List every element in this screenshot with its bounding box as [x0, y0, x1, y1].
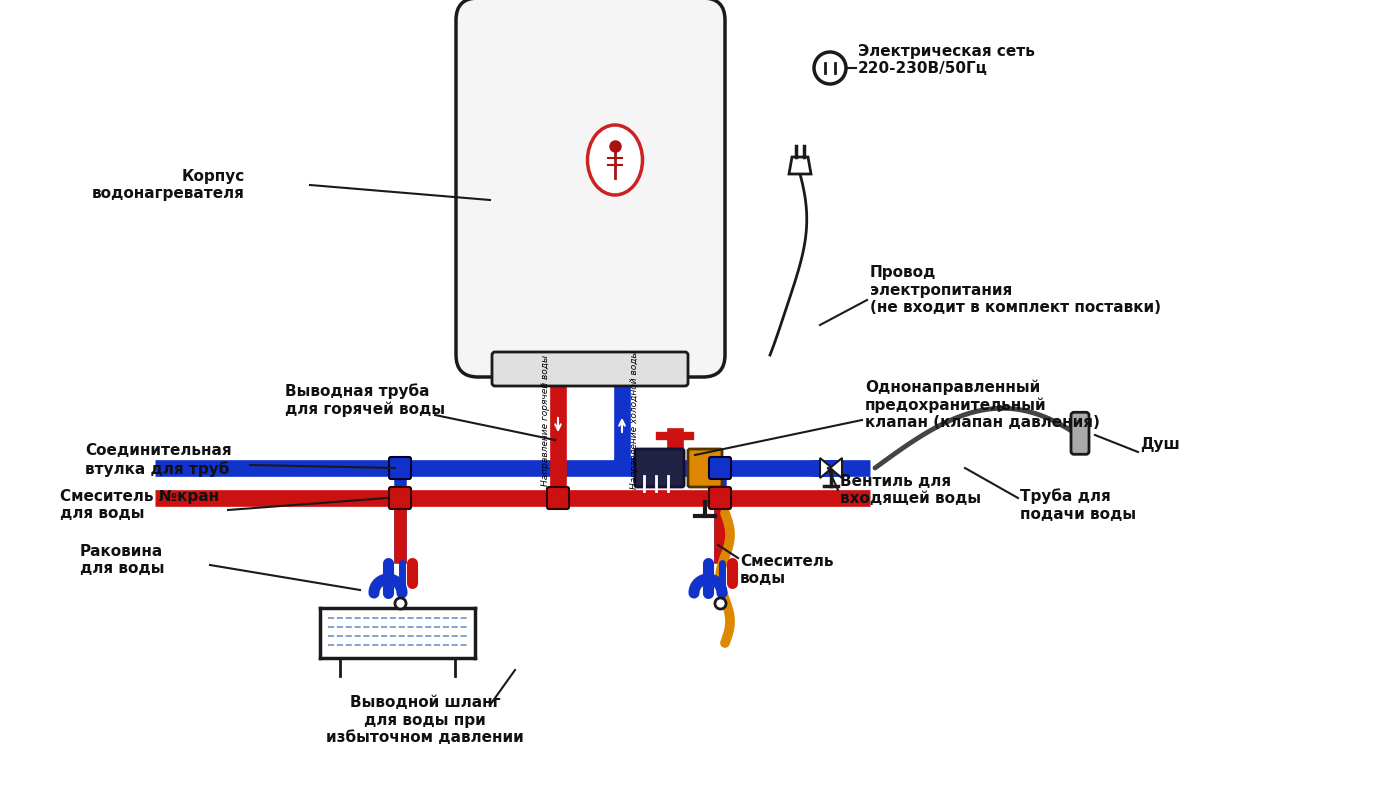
Ellipse shape [587, 125, 642, 195]
Text: Провод
электропитания
(не входит в комплект поставки): Провод электропитания (не входит в компл… [871, 265, 1161, 315]
FancyBboxPatch shape [491, 352, 688, 386]
Text: Электрическая сеть
220-230В/50Гц: Электрическая сеть 220-230В/50Гц [858, 44, 1035, 76]
FancyBboxPatch shape [389, 487, 411, 509]
FancyBboxPatch shape [389, 457, 411, 479]
FancyBboxPatch shape [455, 0, 725, 377]
Polygon shape [819, 458, 832, 478]
FancyBboxPatch shape [547, 487, 569, 509]
Text: Выводной шланг
для воды при
избыточном давлении: Выводной шланг для воды при избыточном д… [327, 695, 525, 745]
Polygon shape [789, 157, 811, 174]
Text: Смеситель
воды: Смеситель воды [740, 554, 833, 586]
FancyBboxPatch shape [635, 449, 684, 487]
Text: Однонаправленный
предохранительный
клапан (клапан давления): Однонаправленный предохранительный клапа… [865, 379, 1100, 430]
FancyBboxPatch shape [709, 487, 731, 509]
Circle shape [814, 52, 846, 84]
FancyBboxPatch shape [1071, 412, 1089, 454]
Text: Корпус
водонагревателя: Корпус водонагревателя [93, 169, 245, 202]
Text: Вентиль для
входящей воды: Вентиль для входящей воды [840, 474, 981, 506]
FancyBboxPatch shape [688, 449, 722, 487]
FancyBboxPatch shape [709, 457, 731, 479]
Text: Направление холодной воды: Направление холодной воды [630, 350, 639, 490]
Polygon shape [830, 458, 841, 478]
Text: Выводная труба
для горячей воды: Выводная труба для горячей воды [285, 383, 446, 417]
Text: Труба для
подачи воды: Труба для подачи воды [1020, 489, 1136, 522]
Text: Соединительная
втулка для труб: Соединительная втулка для труб [84, 443, 231, 477]
Text: Направление горячей воды: Направление горячей воды [541, 354, 549, 486]
Text: Душ: Душ [1140, 438, 1179, 453]
Text: Смеситель №кран
для воды: Смеситель №кран для воды [60, 489, 219, 522]
Text: Раковина
для воды: Раковина для воды [80, 544, 165, 576]
